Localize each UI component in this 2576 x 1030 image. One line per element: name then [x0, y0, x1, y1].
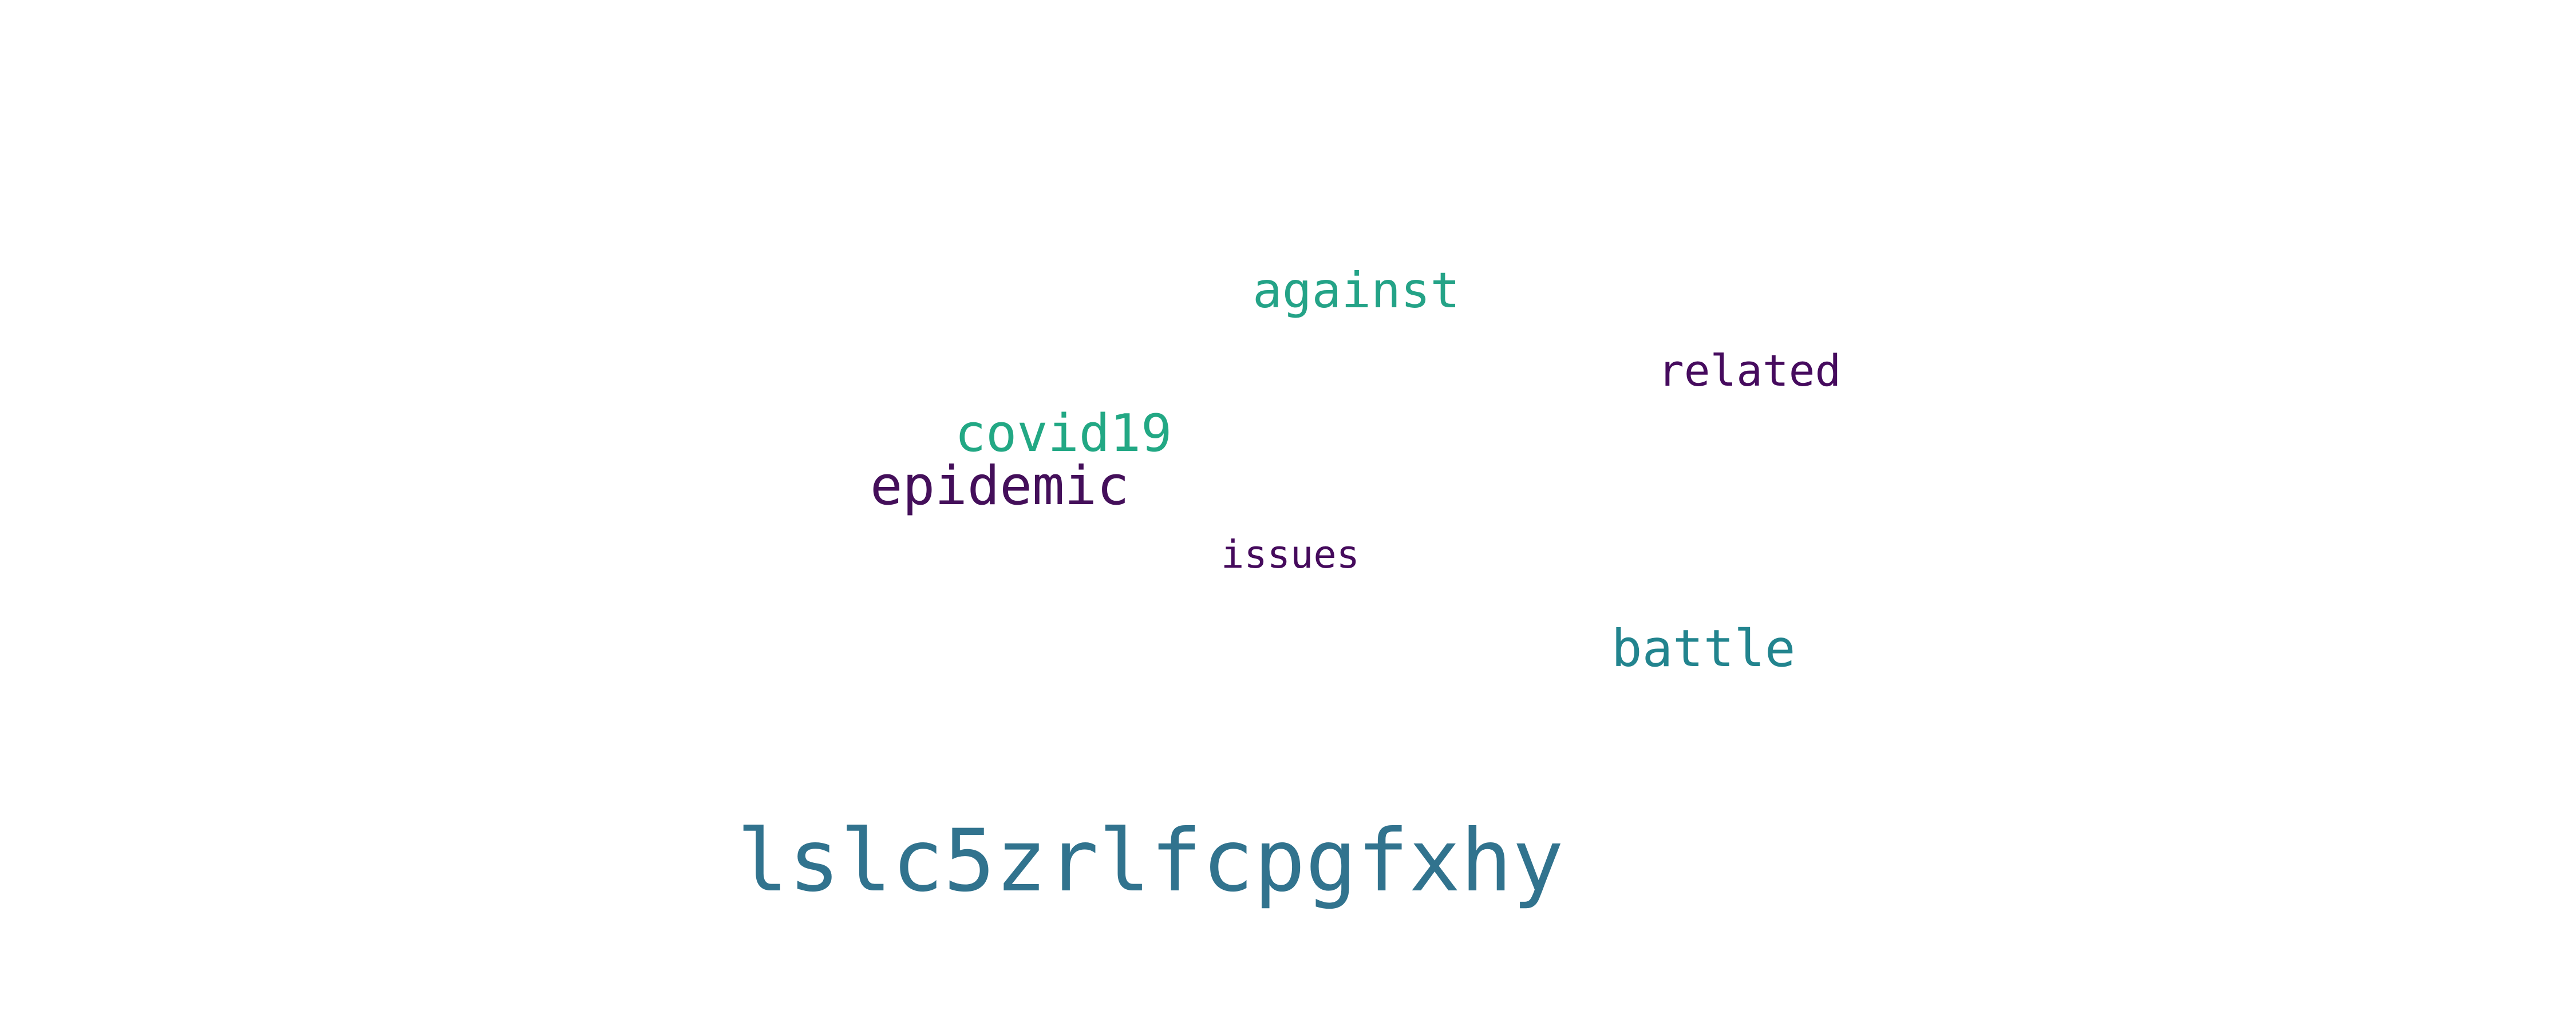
- word-related: related: [1658, 345, 1842, 396]
- word-against: against: [1253, 262, 1460, 319]
- word-covid19: covid19: [955, 403, 1172, 464]
- word-epidemic: epidemic: [870, 455, 1129, 517]
- word-battle: battle: [1611, 619, 1796, 678]
- word-issues: issues: [1221, 532, 1360, 577]
- word-lslc5zrlfcpgfxhy: lslc5zrlfcpgfxhy: [737, 811, 1564, 911]
